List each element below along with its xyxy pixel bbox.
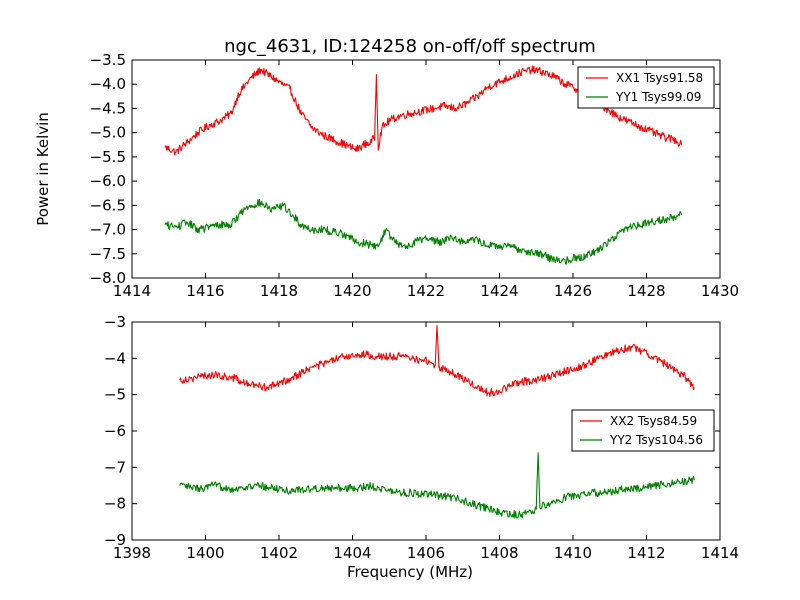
y-tick-label: −6.0 bbox=[90, 172, 126, 190]
legend-box bbox=[577, 66, 715, 109]
y-tick-label: −4.5 bbox=[90, 99, 126, 117]
x-tick-label: 1414 bbox=[113, 282, 151, 300]
legend: XX2 Tsys84.59 YY2 Tsys104.56 bbox=[571, 409, 715, 452]
plot-frame bbox=[131, 321, 721, 541]
y-tick-label: −5 bbox=[104, 386, 126, 404]
x-tick-label: 1428 bbox=[627, 282, 665, 300]
y-tick-label: −5.5 bbox=[90, 148, 126, 166]
x-tick-label: 1430 bbox=[701, 282, 739, 300]
tick-group: 1398 1400 1402 1404 1406 1408 1410 1412 1414 −3 −4… bbox=[104, 313, 739, 562]
y-tick-label: −9 bbox=[104, 531, 126, 549]
x-tick-label: 1402 bbox=[260, 544, 298, 562]
chart-title: ngc_4631, ID:124258 on-off/off spectrum bbox=[224, 36, 596, 57]
series-line bbox=[164, 198, 682, 265]
x-tick-label: 1426 bbox=[554, 282, 592, 300]
legend-label: XX1 Tsys91.58 bbox=[616, 71, 703, 85]
x-tick-label: 1420 bbox=[333, 282, 371, 300]
y-tick-label: −7 bbox=[104, 458, 126, 476]
legend-box bbox=[571, 409, 715, 452]
y-axis-label: Power in Kelvin bbox=[34, 112, 52, 226]
y-tick-label: −8 bbox=[104, 495, 126, 513]
x-tick-label: 1398 bbox=[113, 544, 151, 562]
tick-group: 1414 1416 1418 1420 1422 1424 1426 1428 1430 −3.5… bbox=[90, 51, 740, 300]
series-group bbox=[179, 325, 695, 519]
x-tick-label: 1412 bbox=[627, 544, 665, 562]
y-tick-label: −3 bbox=[104, 313, 126, 331]
y-tick-label: −4 bbox=[104, 349, 126, 367]
plot-frame bbox=[131, 59, 721, 279]
x-tick-label: 1404 bbox=[333, 544, 371, 562]
series-line bbox=[179, 325, 695, 397]
y-tick-label: −7.5 bbox=[90, 245, 126, 263]
x-tick-label: 1416 bbox=[186, 282, 224, 300]
y-tick-label: −4.0 bbox=[90, 75, 126, 93]
y-tick-label: −7.0 bbox=[90, 221, 126, 239]
series-line bbox=[179, 452, 695, 519]
chart-bottom: 1398 1400 1402 1404 1406 1408 1410 1412 1414 −3 −4… bbox=[104, 313, 739, 581]
y-tick-label: −6.5 bbox=[90, 196, 126, 214]
y-tick-label: −3.5 bbox=[90, 51, 126, 69]
x-tick-label: 1418 bbox=[260, 282, 298, 300]
x-tick-label: 1414 bbox=[701, 544, 739, 562]
chart-top: ngc_4631, ID:124258 on-off/off spectrum … bbox=[34, 36, 739, 300]
x-tick-label: 1400 bbox=[186, 544, 224, 562]
x-tick-label: 1406 bbox=[407, 544, 445, 562]
x-tick-label: 1408 bbox=[480, 544, 518, 562]
y-tick-label: −5.0 bbox=[90, 124, 126, 142]
legend-label: XX2 Tsys84.59 bbox=[610, 414, 697, 428]
legend: XX1 Tsys91.58 YY1 Tsys99.09 bbox=[577, 66, 715, 109]
y-tick-label: −6 bbox=[104, 422, 126, 440]
x-tick-label: 1424 bbox=[480, 282, 518, 300]
x-tick-label: 1422 bbox=[407, 282, 445, 300]
legend-label: YY1 Tsys99.09 bbox=[615, 90, 701, 104]
legend-label: YY2 Tsys104.56 bbox=[609, 433, 703, 447]
x-axis-label: Frequency (MHz) bbox=[347, 563, 473, 581]
x-tick-label: 1410 bbox=[554, 544, 592, 562]
y-tick-label: −8.0 bbox=[90, 269, 126, 287]
